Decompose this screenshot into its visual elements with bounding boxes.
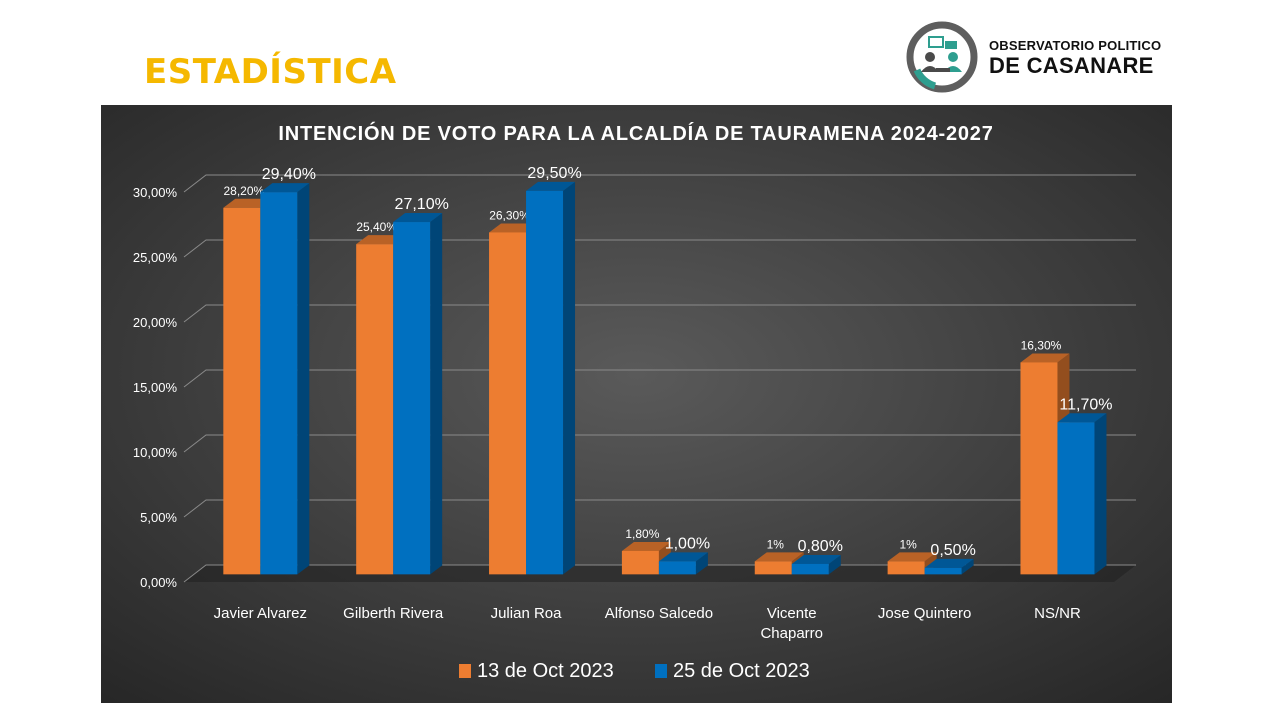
bar-top: [1020, 353, 1070, 363]
bar-top: [223, 198, 273, 208]
chart-canvas: INTENCIÓN DE VOTO PARA LA ALCALDÍA DE TA…: [101, 105, 1172, 703]
data-label: 11,70%: [1059, 396, 1112, 413]
x-tick-label: Javier Alvarez: [214, 605, 307, 622]
bar-top: [887, 552, 937, 562]
legend-label: 25 de Oct 2023: [673, 660, 810, 682]
bar: [1020, 362, 1058, 575]
logo-title-line1: OBSERVATORIO POLITICO: [989, 38, 1162, 53]
bar: [223, 207, 261, 575]
legend-swatch: [459, 664, 471, 678]
gridline: [183, 369, 1136, 388]
x-tick-label: Chaparro: [760, 625, 823, 642]
gridline: [183, 239, 1136, 258]
y-tick-label: 20,00%: [133, 315, 178, 330]
bar: [924, 567, 962, 575]
y-tick-label: 25,00%: [133, 250, 178, 265]
x-tick-label: Gilberth Rivera: [343, 605, 444, 622]
bar-top: [356, 235, 406, 245]
bar: [1057, 422, 1095, 575]
y-tick-label: 5,00%: [140, 510, 177, 525]
bar-top: [1057, 413, 1107, 423]
data-label: 1%: [767, 537, 785, 551]
y-tick-label: 10,00%: [133, 445, 178, 460]
bar: [621, 550, 659, 575]
bar: [526, 190, 564, 575]
gridline: [183, 174, 1136, 193]
bar: [393, 222, 431, 575]
y-tick-label: 15,00%: [133, 380, 178, 395]
bar: [489, 232, 527, 575]
bar-top: [754, 552, 804, 562]
gridline: [183, 304, 1136, 323]
bar-top: [260, 183, 310, 193]
observatorio-logo: OBSERVATORIO POLITICO DE CASANARE: [905, 20, 1190, 98]
bar-top: [526, 181, 576, 191]
data-label: 0,50%: [930, 542, 975, 559]
bar-side: [961, 558, 974, 575]
bar-side: [563, 181, 576, 575]
gridline: [183, 434, 1136, 453]
data-label: 28,20%: [223, 184, 264, 198]
vote-intention-chart: INTENCIÓN DE VOTO PARA LA ALCALDÍA DE TA…: [101, 105, 1172, 703]
y-tick-label: 0,00%: [140, 575, 177, 590]
data-label: 1,80%: [625, 527, 659, 541]
legend-label: 13 de Oct 2023: [477, 660, 614, 682]
data-label: 1%: [899, 537, 917, 551]
bar-top: [621, 541, 671, 551]
bar-top: [791, 554, 841, 564]
bar-top: [393, 213, 443, 223]
bar-top: [489, 223, 539, 233]
data-label: 26,30%: [489, 208, 530, 222]
x-tick-label: Jose Quintero: [878, 605, 971, 622]
bar-side: [297, 183, 310, 575]
bar-side: [1094, 413, 1107, 575]
data-label: 1,00%: [665, 535, 710, 552]
data-label: 27,10%: [395, 196, 449, 213]
bar: [356, 244, 394, 575]
bar: [791, 563, 829, 575]
bar-top: [658, 552, 708, 562]
legend-swatch: [655, 664, 667, 678]
x-tick-label: Julian Roa: [491, 605, 563, 622]
data-label: 16,30%: [1021, 338, 1062, 352]
bar: [658, 561, 696, 575]
bar: [754, 561, 792, 575]
bar: [887, 561, 925, 575]
data-label: 29,50%: [527, 165, 581, 182]
bar-side: [695, 552, 708, 575]
people-meeting-icon: [906, 21, 978, 93]
x-tick-label: NS/NR: [1034, 605, 1081, 622]
y-tick-label: 30,00%: [133, 185, 178, 200]
bar-side: [828, 554, 841, 575]
data-label: 29,40%: [262, 166, 316, 183]
x-tick-label: Alfonso Salcedo: [605, 605, 713, 622]
bar: [260, 192, 298, 575]
x-tick-label: Vicente: [767, 605, 817, 622]
chart-title: INTENCIÓN DE VOTO PARA LA ALCALDÍA DE TA…: [278, 121, 993, 145]
data-label: 25,40%: [356, 220, 397, 234]
bar-side: [430, 213, 443, 575]
section-heading: ESTADÍSTICA: [144, 52, 397, 92]
data-label: 0,80%: [798, 538, 843, 555]
logo-title-line2: DE CASANARE: [989, 53, 1154, 78]
gridline: [183, 499, 1136, 518]
bar-top: [924, 558, 974, 568]
